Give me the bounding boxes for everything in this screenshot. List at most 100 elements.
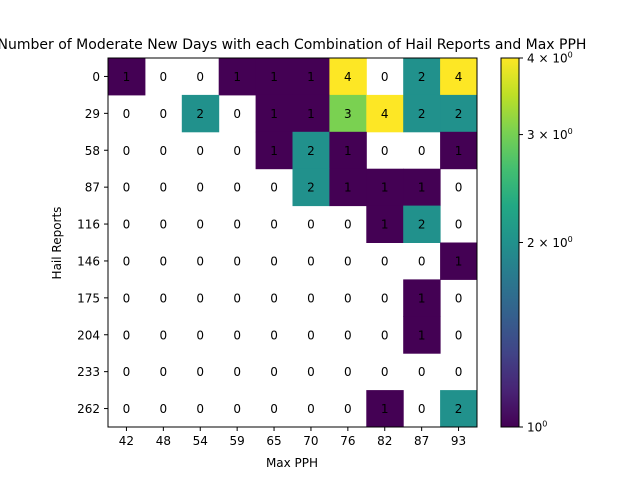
heatmap-cell [440, 58, 478, 96]
cell-value-label: 0 [123, 144, 131, 158]
heatmap-cell [403, 279, 441, 317]
colorbar-tick-label: 2 × 100 [527, 235, 573, 250]
y-tick-label: 58 [85, 144, 100, 158]
heatmap-cell [255, 131, 293, 170]
cell-value-label: 0 [160, 144, 168, 158]
cell-value-label: 0 [270, 365, 278, 379]
cell-value-label: 0 [233, 254, 241, 268]
heatmap-cell [440, 131, 478, 170]
cell-value-label: 2 [307, 181, 315, 195]
heatmap-cell [292, 131, 330, 170]
cell-value-label: 0 [160, 328, 168, 342]
heatmap-cell [292, 94, 330, 133]
cell-value-label: 1 [307, 70, 315, 84]
cell-value-label: 0 [160, 218, 168, 232]
cell-value-label: 0 [418, 254, 426, 268]
x-tick-label: 87 [414, 434, 429, 448]
cell-value-label: 4 [455, 70, 463, 84]
x-tick-label: 42 [119, 434, 134, 448]
cell-value-label: 0 [123, 254, 131, 268]
cell-value-label: 0 [196, 328, 204, 342]
heatmap-cell [329, 131, 367, 170]
cell-value-label: 0 [307, 254, 315, 268]
cell-value-label: 0 [381, 365, 389, 379]
heatmap-cell [366, 390, 404, 428]
cell-value-label: 0 [233, 365, 241, 379]
cell-value-label: 0 [233, 144, 241, 158]
cell-value-label: 0 [418, 365, 426, 379]
cell-value-label: 0 [160, 107, 168, 121]
cell-value-label: 0 [418, 144, 426, 158]
heatmap-cell [440, 242, 478, 280]
cell-value-label: 2 [418, 70, 426, 84]
cell-value-label: 0 [344, 328, 352, 342]
cell-value-label: 0 [160, 291, 168, 305]
cell-value-label: 0 [160, 402, 168, 416]
cell-value-label: 0 [270, 328, 278, 342]
cell-value-label: 0 [123, 218, 131, 232]
cell-value-label: 0 [160, 70, 168, 84]
cell-value-label: 0 [123, 107, 131, 121]
cell-value-label: 0 [344, 291, 352, 305]
cell-value-label: 0 [196, 181, 204, 195]
cell-value-label: 1 [307, 107, 315, 121]
cell-value-label: 3 [344, 107, 352, 121]
heatmap-cell [329, 94, 367, 133]
y-tick-label: 262 [77, 402, 100, 416]
x-tick-label: 65 [266, 434, 281, 448]
cell-value-label: 0 [233, 328, 241, 342]
cell-value-label: 0 [381, 254, 389, 268]
colorbar-tick-label: 4 × 100 [527, 51, 573, 66]
colorbar-tick-base: 4 × 10 [527, 52, 568, 66]
cell-value-label: 0 [455, 328, 463, 342]
cell-value-label: 1 [455, 254, 463, 268]
cell-value-label: 0 [270, 291, 278, 305]
y-axis-ticks: 0 29 58 87 116 146 175 204 233 262 [77, 70, 108, 416]
cell-value-label: 0 [344, 218, 352, 232]
heatmap-cell [108, 58, 146, 96]
cell-value-label: 0 [381, 291, 389, 305]
cell-value-label: 0 [307, 365, 315, 379]
cell-value-label: 0 [196, 144, 204, 158]
colorbar-tick-base: 3 × 10 [527, 128, 568, 142]
heatmap-cell [403, 316, 441, 354]
cell-value-label: 4 [381, 107, 389, 121]
cell-value-label: 0 [381, 144, 389, 158]
heatmap-cell [218, 58, 257, 96]
cell-value-label: 0 [196, 254, 204, 268]
x-tick-label: 70 [303, 434, 318, 448]
cell-value-label: 4 [344, 70, 352, 84]
heatmap-cell [440, 94, 478, 133]
x-tick-label: 59 [230, 434, 245, 448]
y-tick-label: 116 [77, 218, 100, 232]
x-tick-label: 76 [340, 434, 355, 448]
cell-value-label: 1 [418, 181, 426, 195]
colorbar-tick-exponent: 0 [568, 51, 573, 60]
cell-value-label: 1 [381, 218, 389, 232]
cell-value-label: 2 [455, 107, 463, 121]
colorbar-tick-label: 3 × 100 [527, 127, 573, 142]
cell-value-label: 0 [233, 402, 241, 416]
cell-value-label: 0 [270, 254, 278, 268]
cell-value-label: 0 [307, 402, 315, 416]
cell-value-label: 0 [233, 291, 241, 305]
cell-value-label: 0 [196, 365, 204, 379]
x-tick-label: 93 [451, 434, 466, 448]
cell-value-label: 1 [418, 291, 426, 305]
y-axis-label: Hail Reports [50, 207, 64, 280]
cell-value-label: 0 [233, 181, 241, 195]
heatmap-cell [181, 94, 220, 133]
cell-value-label: 2 [307, 144, 315, 158]
colorbar-tick-label: 100 [527, 420, 547, 435]
cell-value-label: 0 [381, 328, 389, 342]
y-tick-label: 29 [85, 107, 100, 121]
cell-value-label: 0 [160, 181, 168, 195]
cell-value-label: 0 [270, 181, 278, 195]
cell-value-label: 0 [123, 365, 131, 379]
heatmap-cell [440, 390, 478, 428]
cell-value-label: 0 [123, 402, 131, 416]
cell-value-label: 1 [381, 181, 389, 195]
colorbar-tick-exponent: 0 [568, 235, 573, 244]
